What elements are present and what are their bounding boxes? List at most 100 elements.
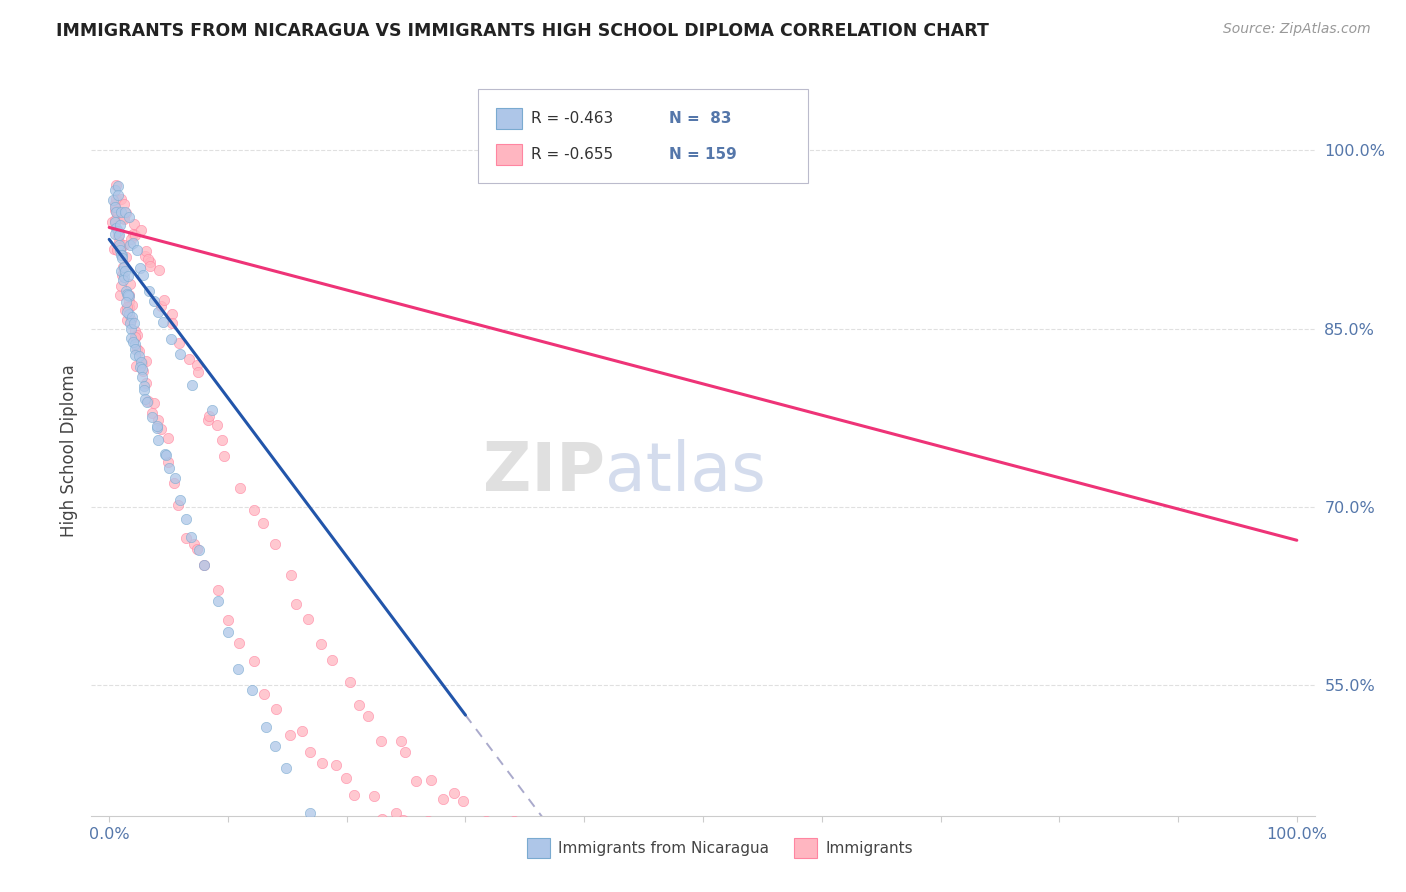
Point: [121, 227, 143, 241]
Point: [108, 243, 131, 257]
Point: [546, 838, 568, 852]
Point: [162, 317, 184, 331]
Point: [107, 224, 129, 238]
Point: [105, 178, 128, 193]
Point: [112, 211, 135, 225]
Point: [169, 347, 191, 361]
Point: [112, 260, 135, 274]
Point: [122, 316, 145, 330]
Point: [138, 284, 160, 298]
Point: [108, 228, 131, 243]
Point: [135, 354, 157, 368]
Point: [193, 558, 215, 573]
Point: [152, 293, 174, 307]
Point: [131, 364, 153, 378]
Point: [644, 845, 666, 859]
Point: [104, 203, 127, 218]
Point: [104, 184, 127, 198]
Point: [339, 675, 361, 690]
Point: [866, 835, 889, 849]
Point: [132, 268, 155, 282]
Point: [453, 794, 475, 808]
Point: [110, 241, 132, 255]
Point: [740, 847, 762, 861]
Point: [668, 861, 690, 875]
Point: [335, 771, 357, 785]
Text: Immigrants: Immigrants: [825, 841, 912, 855]
Point: [146, 418, 169, 433]
Point: [150, 299, 173, 313]
Point: [104, 227, 127, 241]
Point: [797, 837, 820, 851]
Point: [159, 331, 181, 345]
Point: [181, 378, 204, 392]
Point: [217, 613, 239, 627]
Point: [111, 251, 134, 265]
Point: [419, 772, 441, 787]
Point: [129, 355, 152, 369]
Point: [207, 582, 229, 597]
Y-axis label: High School Diploma: High School Diploma: [59, 364, 77, 537]
Point: [110, 248, 132, 262]
Point: [110, 192, 132, 206]
Point: [118, 287, 141, 301]
Point: [115, 205, 138, 219]
Point: [392, 813, 415, 827]
Point: [136, 394, 159, 409]
Point: [394, 745, 416, 759]
Point: [596, 846, 619, 860]
Point: [357, 709, 380, 723]
Point: [128, 260, 150, 275]
Point: [363, 789, 385, 804]
Point: [110, 264, 132, 278]
Point: [112, 238, 135, 252]
Point: [146, 420, 169, 434]
Point: [146, 413, 169, 427]
Point: [122, 235, 145, 250]
Point: [1073, 867, 1095, 881]
Point: [299, 745, 322, 759]
Point: [322, 848, 344, 863]
Point: [1168, 862, 1191, 876]
Point: [103, 194, 125, 208]
Point: [118, 277, 141, 291]
Point: [266, 702, 288, 716]
Point: [252, 516, 274, 531]
Point: [278, 728, 301, 742]
Point: [134, 379, 156, 393]
Text: Source: ZipAtlas.com: Source: ZipAtlas.com: [1223, 22, 1371, 37]
Point: [325, 757, 347, 772]
Point: [108, 235, 131, 249]
Point: [115, 300, 138, 314]
Text: IMMIGRANTS FROM NICARAGUA VS IMMIGRANTS HIGH SCHOOL DIPLOMA CORRELATION CHART: IMMIGRANTS FROM NICARAGUA VS IMMIGRANTS …: [56, 22, 988, 40]
Point: [114, 263, 136, 277]
Point: [108, 288, 131, 302]
Point: [201, 403, 224, 417]
Point: [128, 349, 150, 363]
Point: [180, 530, 202, 544]
Point: [115, 295, 138, 310]
Point: [432, 792, 454, 806]
Point: [253, 687, 276, 701]
Point: [297, 612, 319, 626]
Text: R = -0.655: R = -0.655: [531, 147, 613, 161]
Point: [124, 337, 146, 351]
Point: [118, 307, 141, 321]
Point: [110, 236, 132, 251]
Point: [409, 830, 432, 845]
Point: [197, 409, 219, 424]
Point: [105, 243, 128, 257]
Point: [121, 298, 143, 312]
Point: [1024, 859, 1046, 873]
Point: [163, 471, 186, 485]
Point: [141, 406, 163, 420]
Point: [311, 637, 333, 651]
Point: [107, 179, 129, 194]
Point: [1277, 862, 1299, 876]
Point: [157, 460, 180, 475]
Point: [127, 243, 149, 257]
Point: [124, 324, 146, 338]
Point: [131, 362, 153, 376]
Point: [742, 876, 765, 890]
Point: [117, 294, 139, 309]
